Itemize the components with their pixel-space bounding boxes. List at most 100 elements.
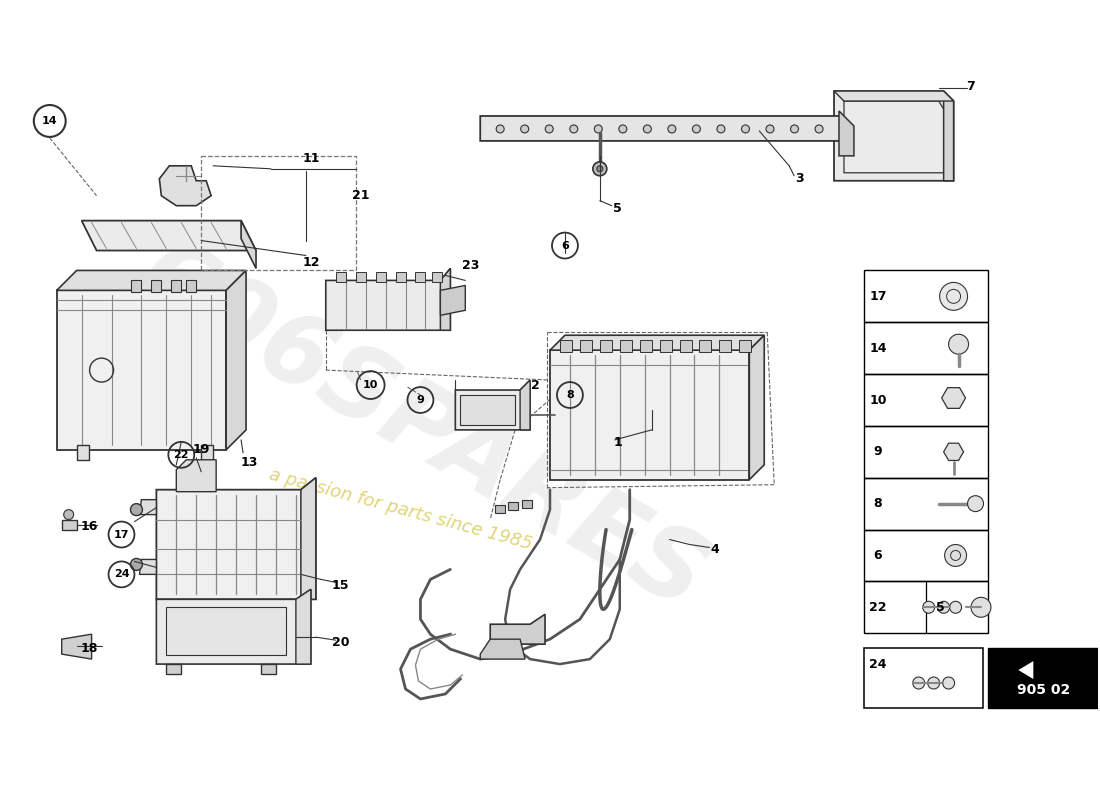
Circle shape — [791, 125, 799, 133]
FancyBboxPatch shape — [166, 607, 286, 655]
Text: 16: 16 — [81, 520, 98, 533]
Text: 10: 10 — [363, 380, 378, 390]
Polygon shape — [301, 478, 316, 599]
Text: 24: 24 — [869, 658, 887, 670]
Text: 22: 22 — [869, 601, 887, 614]
Polygon shape — [481, 639, 525, 659]
Polygon shape — [942, 388, 966, 408]
Circle shape — [948, 334, 968, 354]
Circle shape — [593, 162, 607, 176]
Circle shape — [766, 125, 774, 133]
FancyBboxPatch shape — [640, 340, 651, 352]
Circle shape — [971, 598, 991, 618]
Text: 13: 13 — [241, 456, 257, 470]
FancyBboxPatch shape — [739, 340, 751, 352]
Text: 10: 10 — [869, 394, 887, 406]
Polygon shape — [491, 614, 544, 644]
Polygon shape — [227, 270, 246, 450]
Polygon shape — [326, 269, 450, 330]
Circle shape — [668, 125, 675, 133]
FancyBboxPatch shape — [560, 340, 572, 352]
FancyBboxPatch shape — [989, 648, 1098, 708]
FancyBboxPatch shape — [522, 500, 532, 508]
Polygon shape — [455, 380, 530, 430]
Text: 6: 6 — [873, 549, 882, 562]
Text: 18: 18 — [81, 642, 98, 654]
FancyBboxPatch shape — [619, 340, 631, 352]
Text: 11: 11 — [302, 152, 320, 166]
Polygon shape — [481, 116, 849, 151]
Text: 20: 20 — [332, 636, 350, 649]
Circle shape — [943, 677, 955, 689]
Text: 5: 5 — [614, 202, 623, 215]
Text: 23: 23 — [462, 259, 478, 272]
Circle shape — [131, 504, 142, 515]
Circle shape — [717, 125, 725, 133]
Polygon shape — [77, 445, 89, 460]
FancyBboxPatch shape — [680, 340, 692, 352]
Circle shape — [913, 677, 925, 689]
Polygon shape — [261, 664, 276, 674]
Polygon shape — [749, 335, 764, 480]
Circle shape — [619, 125, 627, 133]
Polygon shape — [944, 443, 964, 461]
Text: 17: 17 — [869, 290, 887, 303]
FancyBboxPatch shape — [355, 273, 365, 282]
Circle shape — [741, 125, 749, 133]
Text: 14: 14 — [42, 116, 57, 126]
Polygon shape — [550, 350, 749, 480]
Circle shape — [927, 677, 939, 689]
Polygon shape — [156, 478, 316, 599]
Circle shape — [546, 125, 553, 133]
Polygon shape — [176, 460, 217, 492]
Circle shape — [131, 558, 142, 570]
Polygon shape — [156, 590, 311, 664]
Circle shape — [968, 496, 983, 512]
Circle shape — [594, 125, 603, 133]
FancyBboxPatch shape — [460, 395, 515, 425]
Circle shape — [64, 510, 74, 519]
Text: 1: 1 — [614, 436, 623, 450]
Text: 12: 12 — [302, 256, 320, 269]
Text: 4: 4 — [711, 543, 718, 556]
Polygon shape — [166, 664, 182, 674]
Polygon shape — [57, 270, 246, 290]
Circle shape — [923, 602, 935, 614]
Polygon shape — [201, 445, 213, 460]
FancyBboxPatch shape — [416, 273, 426, 282]
FancyBboxPatch shape — [132, 281, 142, 292]
Polygon shape — [140, 559, 156, 574]
FancyBboxPatch shape — [152, 281, 162, 292]
Text: 7: 7 — [966, 79, 975, 93]
Polygon shape — [440, 269, 450, 330]
Circle shape — [692, 125, 701, 133]
Polygon shape — [1019, 661, 1053, 679]
FancyBboxPatch shape — [186, 281, 196, 292]
Text: 905 02: 905 02 — [1016, 683, 1070, 697]
Circle shape — [937, 602, 949, 614]
Polygon shape — [834, 91, 954, 181]
Text: 8: 8 — [873, 497, 882, 510]
Text: 3: 3 — [795, 172, 803, 186]
Text: 22: 22 — [174, 450, 189, 460]
Text: 9: 9 — [417, 395, 425, 405]
Text: 606SPARES: 606SPARES — [119, 228, 722, 632]
Polygon shape — [81, 221, 256, 250]
Polygon shape — [57, 290, 227, 450]
Text: 9: 9 — [873, 446, 882, 458]
Circle shape — [939, 282, 968, 310]
Polygon shape — [550, 335, 764, 350]
Circle shape — [644, 125, 651, 133]
Text: 2: 2 — [530, 378, 539, 391]
Text: 8: 8 — [566, 390, 574, 400]
Circle shape — [520, 125, 529, 133]
Text: 6: 6 — [561, 241, 569, 250]
Text: a passion for parts since 1985: a passion for parts since 1985 — [267, 466, 535, 554]
Polygon shape — [241, 221, 256, 269]
Text: 5: 5 — [936, 601, 945, 614]
Polygon shape — [440, 286, 465, 315]
FancyBboxPatch shape — [432, 273, 442, 282]
Text: 15: 15 — [332, 579, 350, 592]
FancyBboxPatch shape — [580, 340, 592, 352]
Circle shape — [949, 602, 961, 614]
